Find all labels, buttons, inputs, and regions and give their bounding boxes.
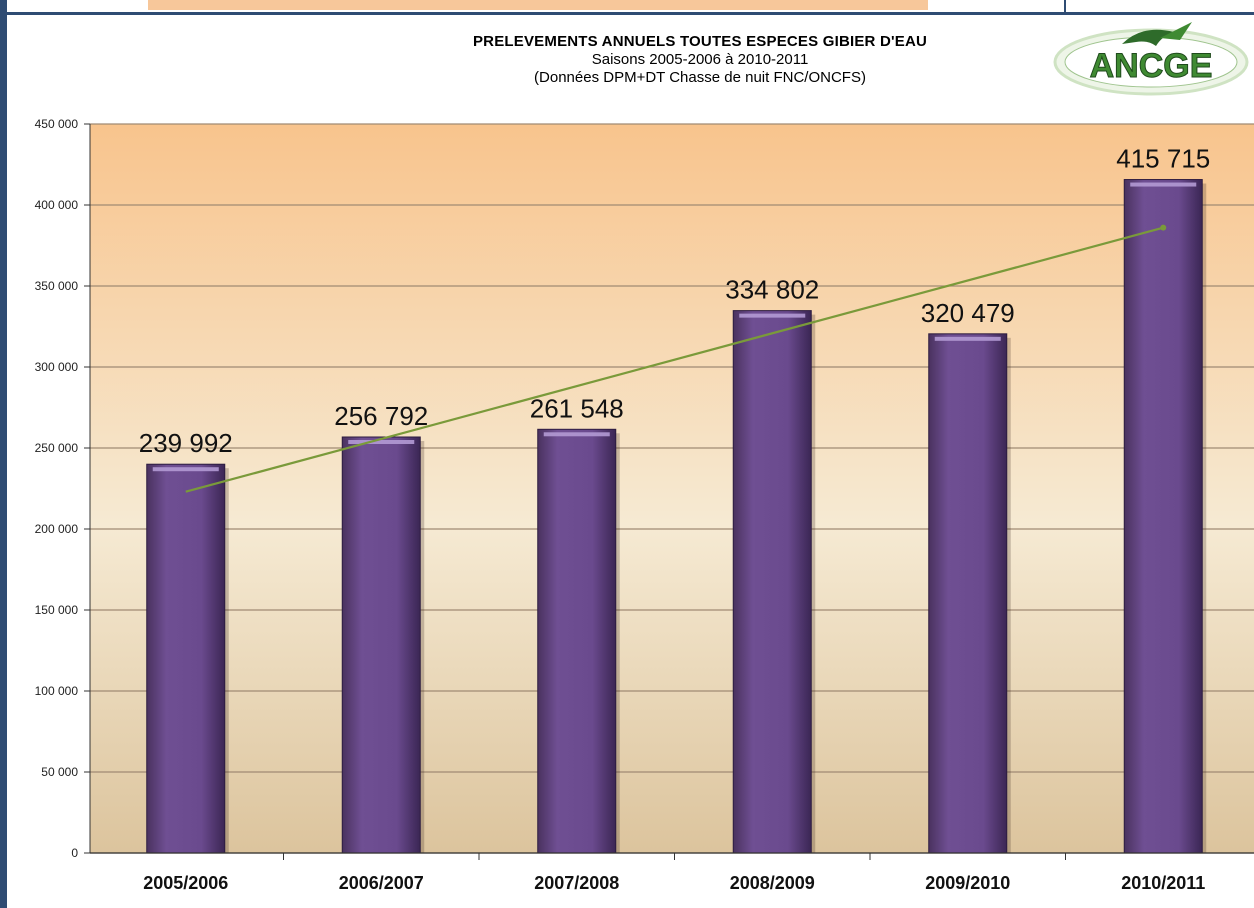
chart-subtitle: Saisons 2005-2006 à 2010-2011 xyxy=(591,51,809,68)
chart-titles: PRELEVEMENTS ANNUELS TOUTES ESPECES GIBI… xyxy=(330,33,1070,86)
bar-highlight xyxy=(1130,182,1197,187)
bar-value-label: 239 992 xyxy=(139,428,233,458)
bar-highlight xyxy=(152,467,219,472)
bar xyxy=(928,333,1008,854)
bar-highlight xyxy=(348,439,415,444)
bar-value-label: 320 479 xyxy=(921,298,1015,328)
y-tick-label: 150 000 xyxy=(35,603,79,617)
y-tick-label: 100 000 xyxy=(35,684,79,698)
logo-text: ANCGE xyxy=(1090,47,1213,85)
bar xyxy=(1123,179,1203,854)
x-category-label: 2005/2006 xyxy=(143,873,228,893)
y-tick-label: 350 000 xyxy=(35,279,79,293)
left-frame-bar xyxy=(0,0,7,908)
y-tick-label: 450 000 xyxy=(35,117,79,131)
trendline-end-marker xyxy=(1160,224,1167,231)
x-category-label: 2010/2011 xyxy=(1121,873,1205,893)
x-category-label: 2009/2010 xyxy=(925,873,1010,893)
top-separator xyxy=(1064,0,1066,12)
y-tick-label: 250 000 xyxy=(35,441,79,455)
bar-value-label: 261 548 xyxy=(530,393,624,423)
plot-area xyxy=(90,124,1254,853)
trendline xyxy=(185,226,1164,493)
x-category-label: 2007/2008 xyxy=(534,873,619,893)
top-frame-line xyxy=(7,12,1254,15)
bar-highlight xyxy=(543,432,610,437)
chart-source-note: (Données DPM+DT Chasse de nuit FNC/ONCFS… xyxy=(534,69,866,86)
ancge-logo: ANCGE xyxy=(1053,22,1249,96)
bar-highlight xyxy=(739,313,806,318)
bar xyxy=(732,310,812,854)
x-category-label: 2006/2007 xyxy=(339,873,424,893)
bar xyxy=(146,463,226,854)
chart-title: PRELEVEMENTS ANNUELS TOUTES ESPECES GIBI… xyxy=(472,33,928,50)
bar-value-label: 415 715 xyxy=(1116,144,1210,174)
y-tick-label: 0 xyxy=(71,846,78,860)
y-tick-label: 200 000 xyxy=(35,522,79,536)
y-tick-label: 300 000 xyxy=(35,360,79,374)
x-category-label: 2008/2009 xyxy=(730,873,815,893)
top-orange-banner xyxy=(148,0,928,10)
bar-highlight xyxy=(934,336,1001,341)
bar xyxy=(341,436,421,854)
bar-value-label: 256 792 xyxy=(334,401,428,431)
y-tick-label: 50 000 xyxy=(41,765,78,779)
bar-value-label: 334 802 xyxy=(725,275,819,305)
y-tick-label: 400 000 xyxy=(35,198,79,212)
bar xyxy=(537,428,617,854)
